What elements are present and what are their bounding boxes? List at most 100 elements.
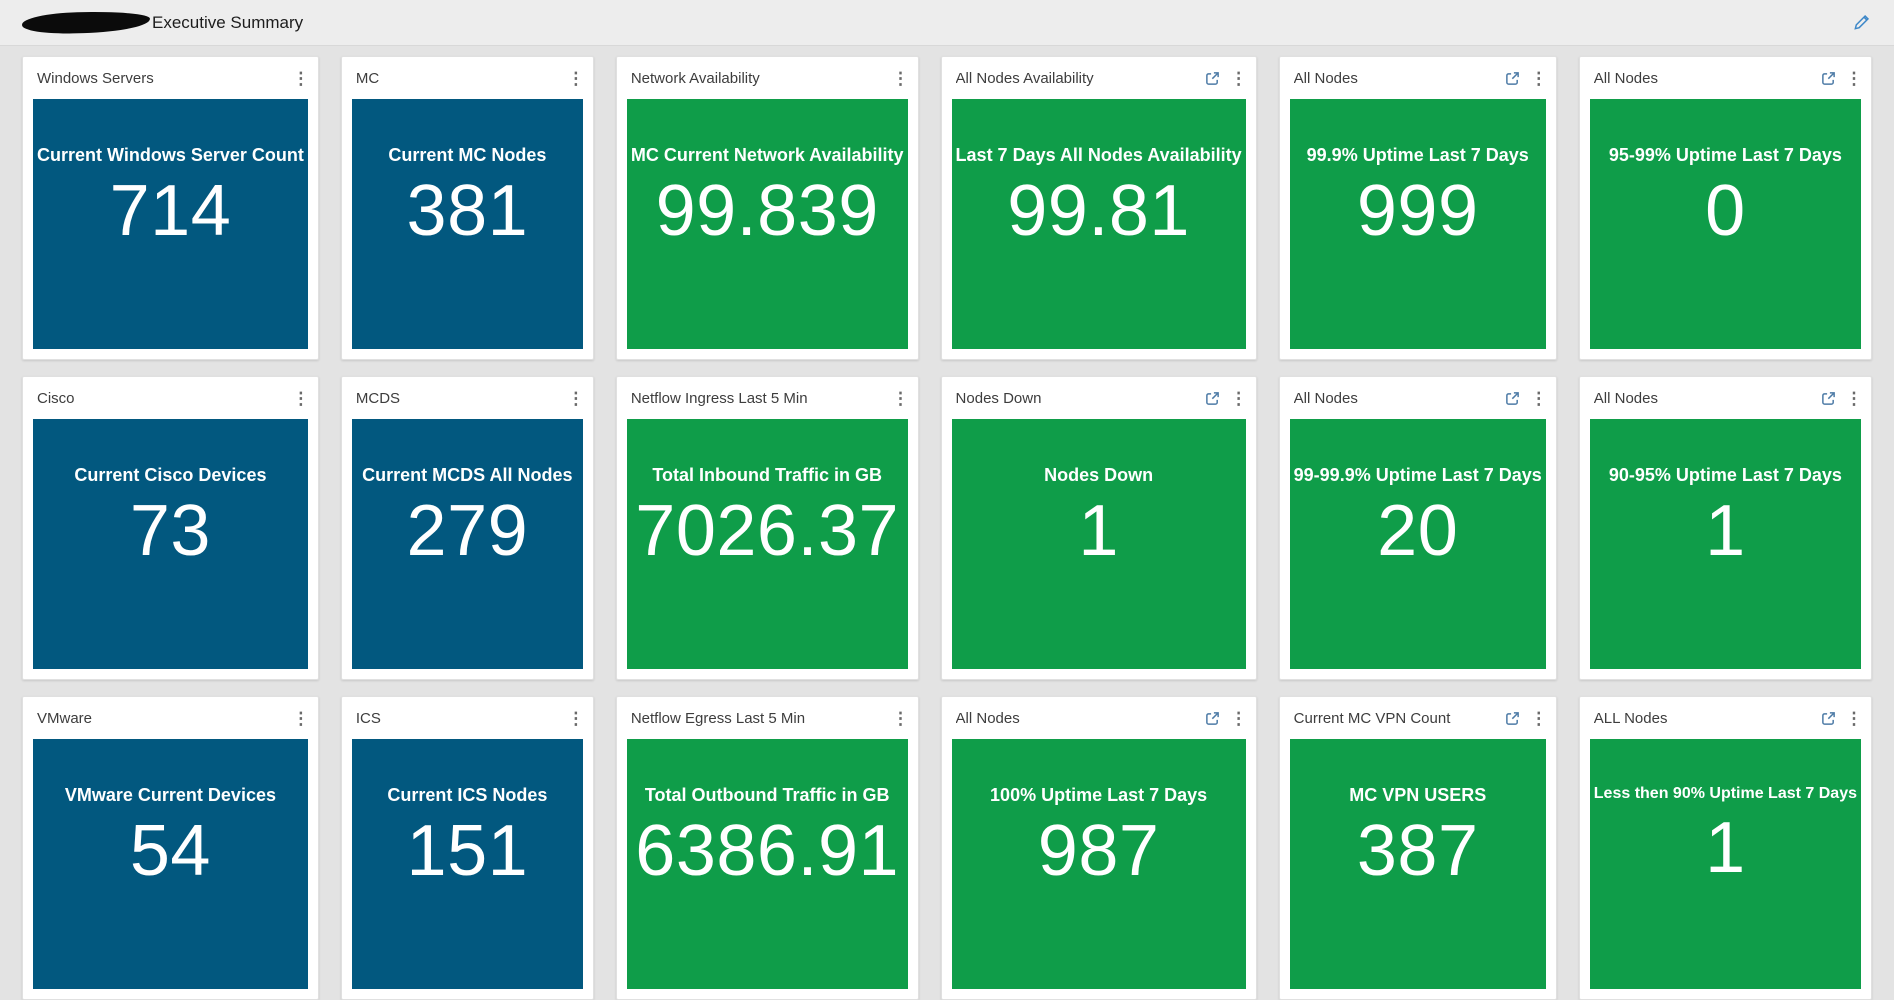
kebab-menu-icon[interactable]: ⋮: [1530, 388, 1548, 408]
card-ics: ICS ⋮ Current ICS Nodes 151: [340, 696, 594, 1000]
kebab-menu-icon[interactable]: ⋮: [1230, 708, 1248, 728]
kpi-label: Total Outbound Traffic in GB: [644, 785, 890, 805]
card-header: Current MC VPN Count ⋮: [1280, 697, 1556, 739]
card-title: All Nodes: [955, 709, 1020, 727]
kebab-menu-icon[interactable]: ⋮: [292, 68, 310, 88]
kpi-label: 90-95% Uptime Last 7 Days: [1608, 465, 1842, 485]
card-all-nodes-999: All Nodes ⋮ 99.9% Uptime Last 7 Days 999: [1278, 56, 1557, 360]
kpi-label: Nodes Down: [1044, 465, 1154, 485]
kpi-value: 999: [1356, 171, 1479, 251]
kpi-label: Less then 90% Uptime Last 7 Days: [1593, 785, 1857, 802]
kpi-tile: 95-99% Uptime Last 7 Days 0: [1589, 99, 1861, 349]
kpi-value: 6386.91: [635, 811, 900, 891]
kpi-tile: Current MCDS All Nodes 279: [351, 419, 583, 669]
kpi-label: Current MCDS All Nodes: [362, 465, 573, 485]
card-title: All Nodes: [1593, 389, 1658, 407]
kpi-value: 73: [129, 491, 211, 571]
card-header: Cisco ⋮: [23, 377, 318, 419]
kpi-value: 99.839: [655, 171, 879, 251]
kpi-value: 279: [406, 491, 529, 571]
kebab-menu-icon[interactable]: ⋮: [1845, 68, 1863, 88]
card-mc: MC ⋮ Current MC Nodes 381: [340, 56, 594, 360]
kebab-menu-icon[interactable]: ⋮: [892, 708, 910, 728]
card-title: MCDS: [355, 389, 401, 407]
card-all-nodes-availability: All Nodes Availability ⋮ Last 7 Days All…: [940, 56, 1257, 360]
kpi-value: 151: [406, 811, 529, 891]
kpi-label: MC Current Network Availability: [630, 145, 904, 165]
card-title: Current MC VPN Count: [1293, 709, 1451, 727]
redaction-scribble: [21, 10, 151, 35]
external-link-icon[interactable]: [1504, 69, 1522, 87]
kpi-label: VMware Current Devices: [64, 785, 276, 805]
card-mcds: MCDS ⋮ Current MCDS All Nodes 279: [340, 376, 594, 680]
card-windows-servers: Windows Servers ⋮ Current Windows Server…: [22, 56, 319, 360]
kebab-menu-icon[interactable]: ⋮: [567, 388, 585, 408]
kpi-label: Last 7 Days All Nodes Availability: [955, 145, 1242, 165]
kebab-menu-icon[interactable]: ⋮: [567, 68, 585, 88]
external-link-icon[interactable]: [1204, 69, 1222, 87]
kpi-tile: VMware Current Devices 54: [33, 739, 308, 989]
card-header: MCDS ⋮: [342, 377, 593, 419]
card-header: All Nodes ⋮: [1280, 377, 1556, 419]
kpi-label: 100% Uptime Last 7 Days: [990, 785, 1208, 805]
kpi-value: 1: [1705, 491, 1746, 571]
kebab-menu-icon[interactable]: ⋮: [892, 388, 910, 408]
page-title: Executive Summary: [152, 12, 304, 32]
top-bar: Executive Summary: [0, 0, 1894, 46]
kebab-menu-icon[interactable]: ⋮: [1845, 708, 1863, 728]
kpi-value: 7026.37: [635, 491, 900, 571]
kpi-value: 1: [1078, 491, 1119, 571]
card-netflow-egress: Netflow Egress Last 5 Min ⋮ Total Outbou…: [615, 696, 919, 1000]
card-header: All Nodes ⋮: [942, 697, 1256, 739]
kebab-menu-icon[interactable]: ⋮: [1530, 708, 1548, 728]
external-link-icon[interactable]: [1504, 389, 1522, 407]
kebab-menu-icon[interactable]: ⋮: [292, 708, 310, 728]
kpi-tile: 99-99.9% Uptime Last 7 Days 20: [1289, 419, 1546, 669]
card-header: ALL Nodes ⋮: [1580, 697, 1871, 739]
kebab-menu-icon[interactable]: ⋮: [567, 708, 585, 728]
card-title: ALL Nodes: [1593, 709, 1668, 727]
kpi-value: 20: [1377, 491, 1459, 571]
card-header: Nodes Down ⋮: [942, 377, 1256, 419]
kpi-tile: Total Outbound Traffic in GB 6386.91: [626, 739, 908, 989]
kpi-value: 387: [1356, 811, 1479, 891]
kpi-value: 987: [1037, 811, 1160, 891]
kpi-label: Current Cisco Devices: [74, 465, 267, 485]
kpi-tile: Last 7 Days All Nodes Availability 99.81: [951, 99, 1246, 349]
kebab-menu-icon[interactable]: ⋮: [1230, 68, 1248, 88]
kebab-menu-icon[interactable]: ⋮: [1845, 388, 1863, 408]
external-link-icon[interactable]: [1204, 709, 1222, 727]
kpi-label: Current MC Nodes: [388, 145, 547, 165]
card-all-nodes-100: All Nodes ⋮ 100% Uptime Last 7 Days 987: [940, 696, 1257, 1000]
card-all-nodes-9599: All Nodes ⋮ 95-99% Uptime Last 7 Days 0: [1578, 56, 1872, 360]
kpi-tile: Current Windows Server Count 714: [33, 99, 308, 349]
card-all-nodes-9095: All Nodes ⋮ 90-95% Uptime Last 7 Days 1: [1578, 376, 1872, 680]
card-header: Netflow Egress Last 5 Min ⋮: [617, 697, 918, 739]
kpi-value: 0: [1705, 171, 1746, 251]
card-title: All Nodes: [1593, 69, 1658, 87]
kebab-menu-icon[interactable]: ⋮: [1230, 388, 1248, 408]
kebab-menu-icon[interactable]: ⋮: [1530, 68, 1548, 88]
external-link-icon[interactable]: [1819, 389, 1837, 407]
kpi-tile: MC VPN USERS 387: [1289, 739, 1546, 989]
card-title: Netflow Ingress Last 5 Min: [630, 389, 808, 407]
kpi-value: 381: [406, 171, 529, 251]
card-all-nodes-99999: All Nodes ⋮ 99-99.9% Uptime Last 7 Days …: [1278, 376, 1557, 680]
kebab-menu-icon[interactable]: ⋮: [292, 388, 310, 408]
card-title: VMware: [37, 709, 93, 727]
kpi-label: 99-99.9% Uptime Last 7 Days: [1293, 465, 1542, 485]
kpi-value: 99.81: [1007, 171, 1190, 251]
external-link-icon[interactable]: [1204, 389, 1222, 407]
external-link-icon[interactable]: [1819, 69, 1837, 87]
card-header: Network Availability ⋮: [617, 57, 918, 99]
card-nodes-down: Nodes Down ⋮ Nodes Down 1: [940, 376, 1257, 680]
card-vmware: VMware ⋮ VMware Current Devices 54: [22, 696, 319, 1000]
kpi-tile: Nodes Down 1: [951, 419, 1246, 669]
external-link-icon[interactable]: [1819, 709, 1837, 727]
kpi-label: 99.9% Uptime Last 7 Days: [1306, 145, 1529, 165]
external-link-icon[interactable]: [1504, 709, 1522, 727]
kebab-menu-icon[interactable]: ⋮: [892, 68, 910, 88]
card-mc-vpn-count: Current MC VPN Count ⋮ MC VPN USERS 387: [1278, 696, 1557, 1000]
kpi-tile: Current Cisco Devices 73: [33, 419, 308, 669]
edit-pencil-icon[interactable]: [1851, 12, 1872, 33]
